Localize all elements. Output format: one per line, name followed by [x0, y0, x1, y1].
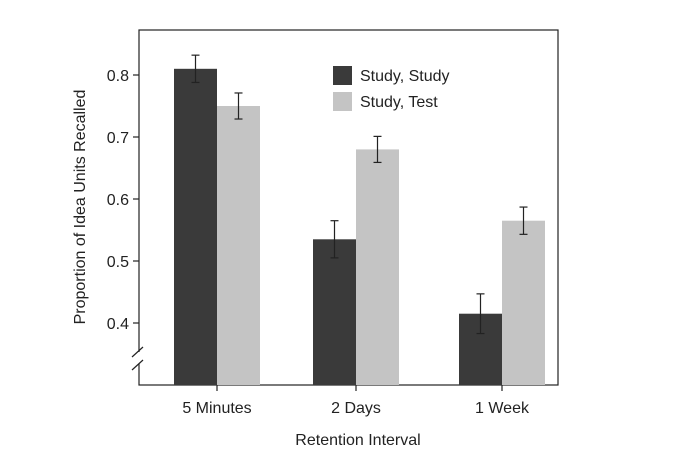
y-tick-label: 0.5 [107, 254, 129, 271]
x-tick-label: 1 Week [475, 400, 530, 417]
y-tick-label: 0.4 [107, 316, 129, 333]
y-tick-label: 0.7 [107, 130, 129, 147]
y-tick-label: 0.6 [107, 192, 129, 209]
legend-swatch [333, 66, 352, 85]
x-tick-label: 2 Days [331, 400, 381, 417]
error-bars [191, 54, 528, 335]
axis-break-slash [131, 346, 144, 358]
bar [356, 149, 399, 385]
y-axis-ticks: 0.4 0.5 0.6 0.7 0.8 [107, 68, 139, 333]
bar [313, 239, 356, 385]
legend: Study, Study Study, Test [333, 66, 450, 111]
x-axis-label: Retention Interval [295, 432, 420, 449]
y-axis-break [131, 346, 144, 371]
legend-swatch [333, 92, 352, 111]
bar [217, 106, 260, 385]
x-axis-ticks: 5 Minutes 2 Days 1 Week [182, 385, 530, 417]
x-tick-label: 5 Minutes [182, 400, 251, 417]
y-axis-label: Proportion of Idea Units Recalled [72, 90, 89, 325]
legend-label: Study, Study [360, 68, 450, 85]
bars [174, 68, 545, 386]
axis-break-slash [131, 359, 144, 371]
bar [174, 68, 217, 386]
legend-label: Study, Test [360, 94, 438, 111]
axis-break-gap [136, 352, 142, 364]
bar [502, 220, 545, 385]
y-tick-label: 0.8 [107, 68, 129, 85]
